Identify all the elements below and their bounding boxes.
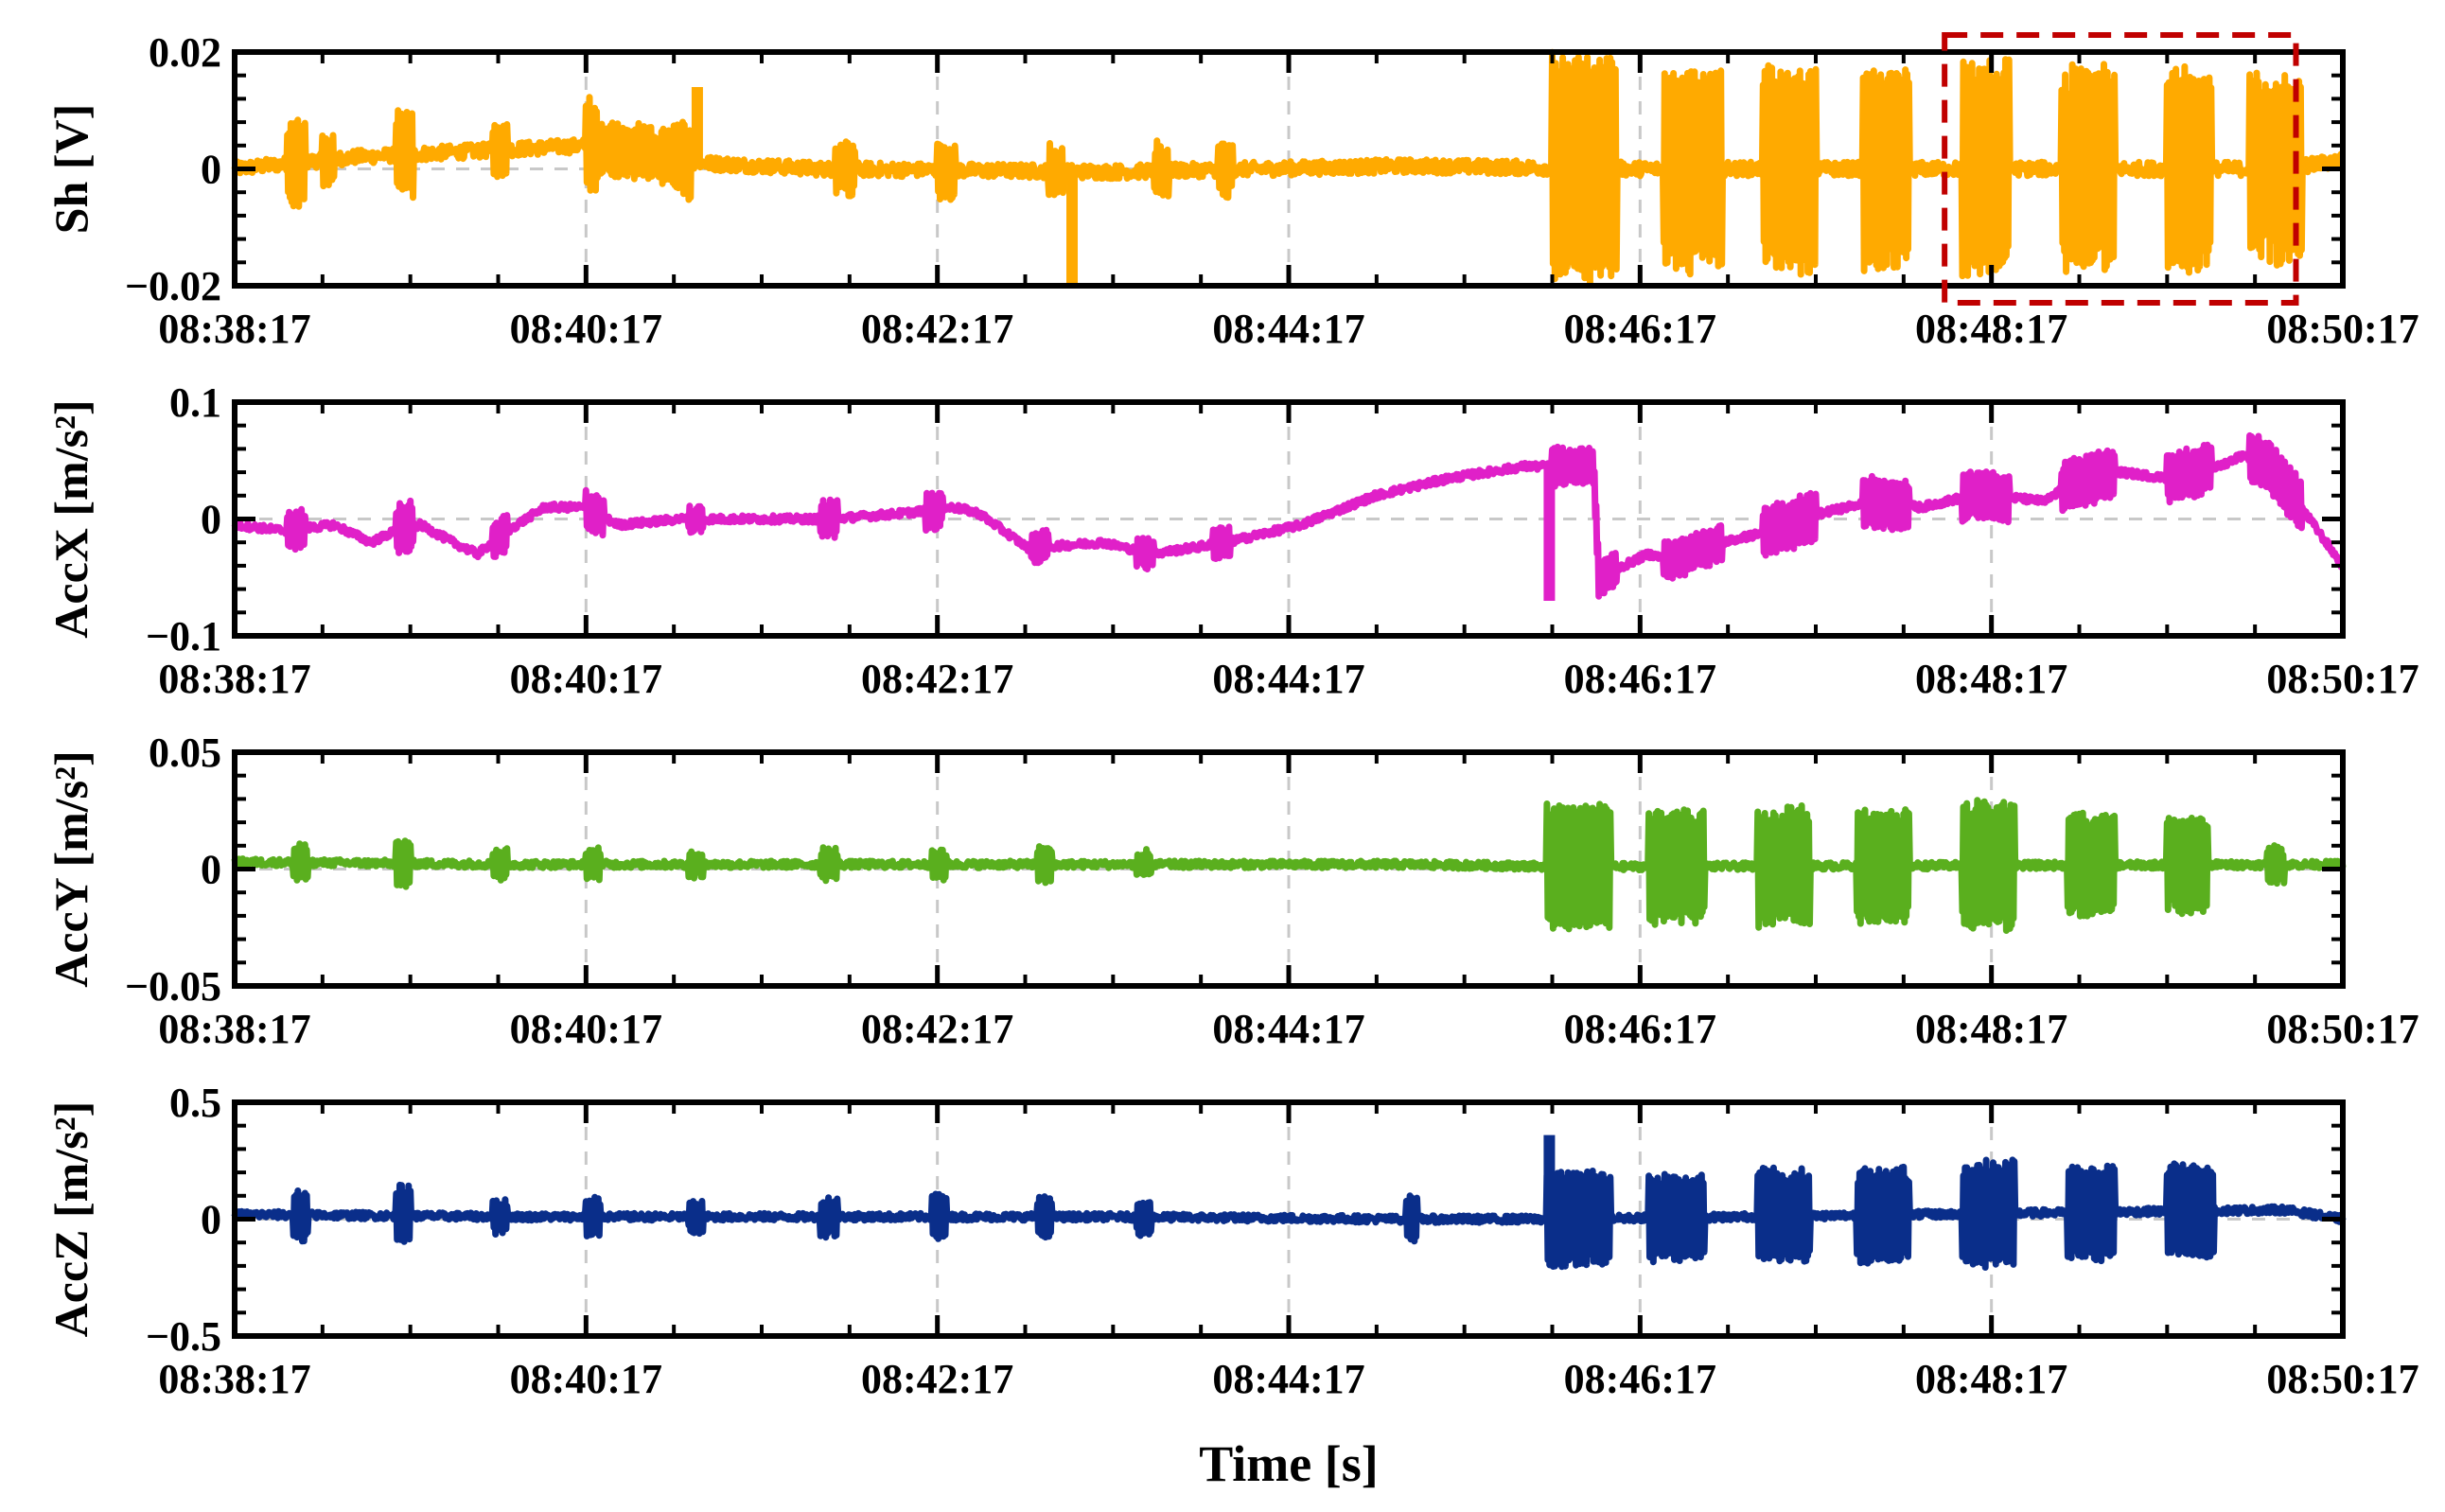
x-axis-label: Time [s] <box>1199 1435 1378 1492</box>
x-tick-label: 08:42:17 <box>861 1356 1013 1402</box>
y-axis-label: AccY [m/s²] <box>44 750 97 988</box>
x-tick-label: 08:50:17 <box>2266 1356 2419 1402</box>
x-tick-label: 08:50:17 <box>2266 306 2419 352</box>
series-line-accy <box>231 797 2347 934</box>
y-axis-label: AccX [m/s²] <box>44 399 97 638</box>
x-tick-label: 08:46:17 <box>1564 1356 1716 1402</box>
x-tick-label: 08:42:17 <box>861 306 1013 352</box>
y-tick-label: 0 <box>201 497 221 543</box>
x-tick-label: 08:48:17 <box>1915 1356 2067 1402</box>
x-tick-label: 08:40:17 <box>510 1006 662 1052</box>
x-tick-label: 08:40:17 <box>510 1356 662 1402</box>
y-axis-label: Sh [V] <box>44 104 97 235</box>
series-line-accz <box>231 1156 2347 1271</box>
x-tick-label: 08:38:17 <box>158 1006 310 1052</box>
x-tick-label: 08:48:17 <box>1915 1006 2067 1052</box>
x-tick-label: 08:46:17 <box>1564 1006 1716 1052</box>
y-tick-label: 0 <box>201 147 221 193</box>
y-tick-label: 0 <box>201 1197 221 1243</box>
panel-accx: 0.1 0 −0.108:38:17 08:40:17 08:42:17 08:44:17… <box>44 379 2419 702</box>
highlight-box <box>1942 32 2299 306</box>
panel-accz: 0.5 0 −0.508:38:17 08:40:17 08:42:17 08:44:17… <box>44 1080 2419 1402</box>
y-tick-label: −0.5 <box>146 1313 221 1360</box>
x-tick-label: 08:38:17 <box>158 1356 310 1402</box>
y-axis-label: AccZ [m/s²] <box>44 1101 97 1338</box>
x-tick-label: 08:40:17 <box>510 656 662 702</box>
y-tick-label: 0.02 <box>149 29 221 76</box>
x-tick-label: 08:40:17 <box>510 306 662 352</box>
y-tick-label: −0.1 <box>146 613 221 659</box>
y-tick-label: 0 <box>201 847 221 893</box>
y-tick-label: −0.05 <box>125 963 221 1010</box>
x-tick-label: 08:48:17 <box>1915 656 2067 702</box>
x-tick-label: 08:50:17 <box>2266 1006 2419 1052</box>
x-tick-label: 08:44:17 <box>1212 306 1364 352</box>
x-tick-label: 08:44:17 <box>1212 1356 1364 1402</box>
x-tick-label: 08:42:17 <box>861 1006 1013 1052</box>
x-tick-label: 08:48:17 <box>1915 306 2067 352</box>
y-tick-label: 0.05 <box>149 730 221 776</box>
y-tick-label: 0.1 <box>169 379 221 426</box>
x-tick-label: 08:42:17 <box>861 656 1013 702</box>
y-tick-label: −0.02 <box>125 263 221 309</box>
y-tick-label: 0.5 <box>169 1080 221 1126</box>
x-tick-label: 08:50:17 <box>2266 656 2419 702</box>
x-tick-label: 08:46:17 <box>1564 656 1716 702</box>
x-tick-label: 08:44:17 <box>1212 656 1364 702</box>
series-line-sh <box>231 48 2347 286</box>
series-line-accx <box>231 431 2346 600</box>
x-tick-label: 08:38:17 <box>158 306 310 352</box>
x-tick-label: 08:38:17 <box>158 656 310 702</box>
x-tick-label: 08:46:17 <box>1564 306 1716 352</box>
x-tick-label: 08:44:17 <box>1212 1006 1364 1052</box>
